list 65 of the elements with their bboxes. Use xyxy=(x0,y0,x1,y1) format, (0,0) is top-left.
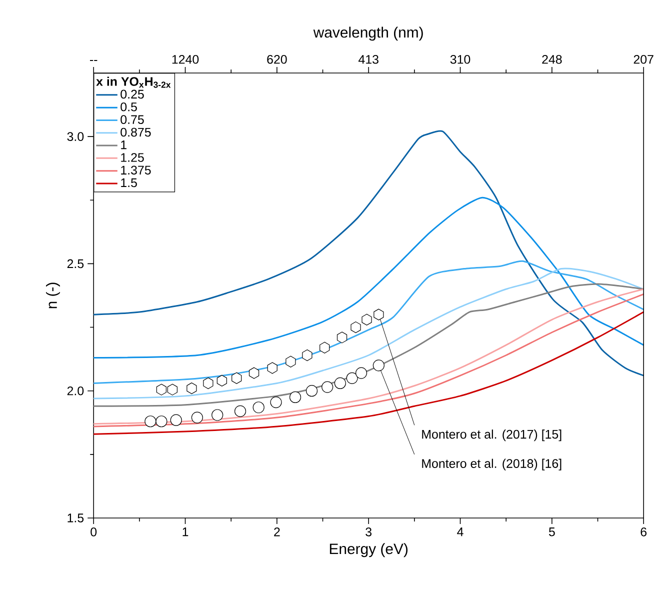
legend-title: x in YO$_{x}$H$_{3-2x}$ xyxy=(96,76,171,88)
legend-label: 1.25 xyxy=(121,153,144,162)
text: 207 xyxy=(634,54,654,64)
point xyxy=(232,372,242,384)
legend-label: 1 xyxy=(121,140,126,150)
y-tick-label: 2.0 xyxy=(67,386,84,396)
text: 413 xyxy=(358,54,378,64)
legend-label: 0.5 xyxy=(120,102,137,112)
y-tick-label: 3.0 xyxy=(67,132,84,141)
point xyxy=(212,409,224,421)
point xyxy=(156,384,166,396)
x-tick-label: 6 xyxy=(640,528,647,536)
legend-label: 1.5 xyxy=(121,178,137,188)
point xyxy=(170,414,182,426)
point xyxy=(302,349,312,362)
x-tick-label: 5 xyxy=(548,528,555,536)
line-series xyxy=(92,268,644,400)
annotation: Montero et al. (2017) [15] xyxy=(422,430,562,442)
point xyxy=(334,377,346,390)
point xyxy=(320,342,330,354)
point xyxy=(167,384,178,396)
point xyxy=(362,314,372,326)
text: 248 xyxy=(542,54,562,64)
point xyxy=(374,308,384,320)
line-series xyxy=(92,196,644,359)
line-series xyxy=(92,260,644,384)
point xyxy=(322,381,334,393)
x-axis-title: Energy (eV) xyxy=(330,543,408,558)
legend-label: 0.75 xyxy=(120,115,144,124)
text: 1240 xyxy=(172,54,199,64)
point xyxy=(186,382,197,394)
x2-axis-title: wavelength (nm) xyxy=(313,26,423,41)
x-tick-label: 0 xyxy=(90,528,97,536)
point xyxy=(270,396,282,408)
legend-label: 0.875 xyxy=(120,128,151,137)
point xyxy=(286,356,296,368)
point xyxy=(156,416,168,428)
line-series xyxy=(92,283,644,407)
point xyxy=(248,367,260,379)
point xyxy=(346,372,358,384)
point xyxy=(203,377,214,390)
x-tick-label: 1 xyxy=(182,528,188,536)
point xyxy=(372,360,384,372)
y-tick-label: 1.5 xyxy=(68,514,84,522)
text: -- xyxy=(90,60,98,61)
point xyxy=(336,332,348,344)
point xyxy=(267,362,278,374)
point xyxy=(216,374,227,386)
text: 620 xyxy=(267,54,287,64)
x-tick-label: 2 xyxy=(274,528,280,536)
point xyxy=(234,405,246,417)
point xyxy=(355,367,368,379)
y-tick-label: 2.5 xyxy=(67,259,84,268)
annotation: Montero et al. (2018) [16] xyxy=(422,458,562,470)
point xyxy=(144,416,156,428)
x-tick-label: 3 xyxy=(366,528,372,536)
point xyxy=(191,412,203,424)
point xyxy=(289,391,302,404)
point xyxy=(350,321,361,334)
text: 310 xyxy=(450,54,470,64)
y-axis-title: n (-) xyxy=(46,282,60,308)
point xyxy=(306,385,318,397)
legend-label: 0.25 xyxy=(120,90,144,99)
legend-label: 1.375 xyxy=(121,166,151,175)
x-tick-label: 4 xyxy=(457,528,464,536)
